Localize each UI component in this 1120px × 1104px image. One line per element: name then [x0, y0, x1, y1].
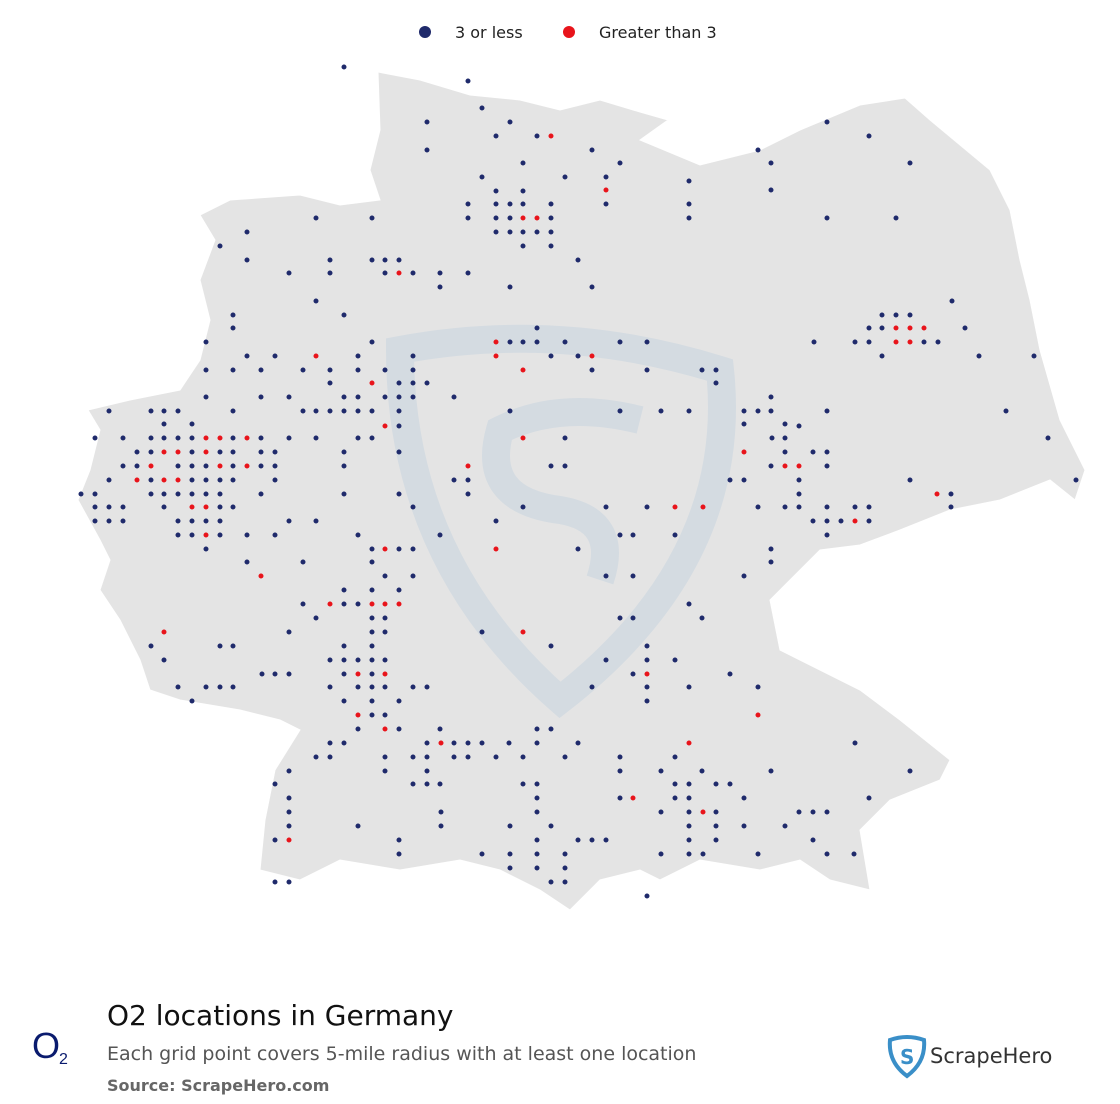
legend-marker-high: [563, 26, 575, 38]
o2-logo: O 2: [32, 1025, 68, 1068]
low-density-dots: [78, 64, 1079, 899]
o2-logo-sub: 2: [59, 1051, 68, 1068]
o2-logo-letter: O: [32, 1025, 60, 1066]
brand-shield: [887, 1035, 927, 1079]
high-density-dots: [134, 133, 940, 843]
brand-shield-glyph: S: [900, 1045, 914, 1069]
subtitle: Each grid point covers 5-mile radius wit…: [107, 1043, 696, 1065]
title: O2 locations in Germany: [107, 999, 453, 1032]
legend-label-high: Greater than 3: [599, 23, 717, 42]
legend-label-low: 3 or less: [455, 23, 523, 42]
germany-outline: [77, 71, 1086, 911]
brand-name: ScrapeHero: [930, 1044, 1052, 1068]
legend: 3 or less Greater than 3: [419, 23, 717, 42]
legend-marker-low: [419, 26, 431, 38]
scrapehero-logo: S ScrapeHero: [887, 1035, 1052, 1079]
watermark: [385, 324, 736, 719]
source: Source: ScrapeHero.com: [107, 1076, 329, 1095]
